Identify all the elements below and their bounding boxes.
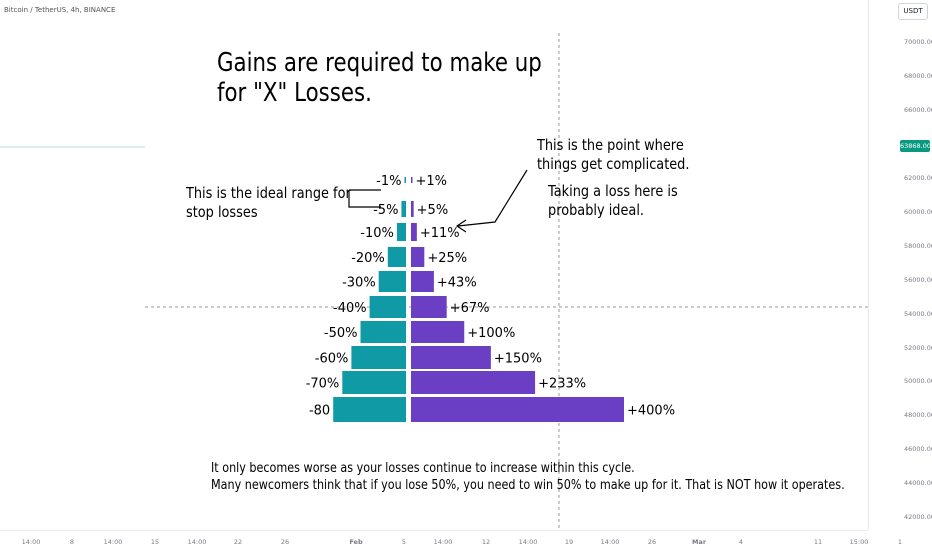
heading-line-2: for "X" Losses. (217, 78, 372, 108)
loss-bar (351, 346, 406, 369)
loss-bar (401, 201, 406, 217)
pointer-arrowhead (455, 219, 467, 233)
complicated-note: This is the point where things get compl… (537, 136, 689, 174)
loss-label: -5% (373, 203, 398, 218)
ideal-range-line-2: stop losses (186, 203, 258, 221)
currency-button[interactable]: USDT (898, 3, 928, 20)
time-tick: 4 (738, 538, 744, 546)
time-tick: 26 (280, 538, 290, 546)
price-tick: 48000.00 (904, 411, 932, 419)
time-tick: 15 (150, 538, 160, 546)
gain-bar (411, 397, 624, 422)
gain-label: +150% (494, 352, 542, 367)
price-tick: 50000.00 (904, 377, 932, 385)
taking-loss-line-1: Taking a loss here is (548, 182, 678, 200)
time-tick: 26 (647, 538, 657, 546)
time-tick: Mar (691, 538, 707, 546)
price-tick: 56000.00 (904, 276, 932, 284)
loss-bar (333, 397, 406, 422)
gain-bar (411, 201, 414, 217)
time-tick: 5 (401, 538, 407, 546)
loss-label: -1% (376, 174, 401, 189)
gain-label: +43% (437, 276, 477, 291)
time-tick: 8 (69, 538, 75, 546)
loss-label: -40% (333, 301, 367, 316)
time-tick: 14:00 (433, 538, 453, 546)
gain-label: +67% (450, 301, 490, 316)
time-tick: 19 (564, 538, 574, 546)
gain-bar (411, 271, 434, 292)
ideal-range-line-1: This is the ideal range for (186, 184, 351, 202)
time-tick: 14:00 (21, 538, 41, 546)
loss-bar (396, 223, 406, 241)
loss-label: -50% (324, 326, 358, 341)
loss-label: -80 (309, 404, 330, 419)
price-tick: 42000.00 (904, 513, 932, 521)
footer-line-1: It only becomes worse as your losses con… (211, 461, 635, 476)
gain-label: +11% (420, 226, 460, 241)
price-tick: 58000.00 (904, 242, 932, 250)
time-tick: 22 (233, 538, 243, 546)
price-tick: 70000.00 (904, 38, 932, 46)
current-price-tag: 63868.00 (900, 140, 932, 152)
time-tick: 12 (481, 538, 491, 546)
time-tick: 14:00 (600, 538, 620, 546)
loss-bar (387, 247, 406, 267)
ideal-range-bracket (348, 189, 381, 208)
time-tick: 15:00 (849, 538, 869, 546)
price-tick: 68000.00 (904, 72, 932, 80)
gain-bar (411, 346, 491, 369)
complicated-line-1: This is the point where (537, 136, 684, 154)
price-tick: 52000.00 (904, 344, 932, 352)
price-axis[interactable] (868, 0, 932, 530)
gain-bar (411, 321, 465, 343)
ideal-range-note: This is the ideal range for stop losses (186, 184, 351, 222)
taking-loss-note: Taking a loss here is probably ideal. (548, 182, 678, 220)
loss-bar (369, 296, 406, 318)
price-tick: 46000.00 (904, 445, 932, 453)
gain-label: +100% (467, 326, 515, 341)
loss-label: -70% (306, 377, 340, 392)
gain-label: +400% (627, 404, 675, 419)
gain-label: +5% (417, 203, 449, 218)
loss-bar (360, 321, 406, 343)
time-tick: 14:00 (518, 538, 538, 546)
time-axis[interactable] (0, 530, 868, 551)
symbol-title: Bitcoin / TetherUS, 4h, BINANCE (4, 6, 116, 14)
loss-bar (404, 177, 406, 183)
gain-label: +233% (538, 377, 586, 392)
loss-label: -30% (342, 276, 376, 291)
gain-label: +25% (427, 251, 467, 266)
time-tick: 14:00 (103, 538, 123, 546)
gain-bar (411, 223, 417, 241)
pointer-arrow (457, 169, 528, 227)
gain-label: +1% (416, 174, 448, 189)
footer-note: It only becomes worse as your losses con… (211, 460, 845, 494)
chart-heading: Gains are required to make up for "X" Lo… (217, 48, 542, 108)
price-tick: 66000.00 (904, 106, 932, 114)
gain-bar (411, 371, 536, 394)
loss-bar (378, 271, 406, 292)
price-tick: 44000.00 (904, 479, 932, 487)
time-tick: Feb (349, 538, 363, 546)
price-tick: 60000.00 (904, 208, 932, 216)
time-tick: 11 (813, 538, 823, 546)
time-tick: 14:00 (187, 538, 207, 546)
gain-bar (411, 296, 447, 318)
price-tick: 62000.00 (904, 174, 932, 182)
price-tick: 54000.00 (904, 310, 932, 318)
loss-bar (342, 371, 406, 394)
taking-loss-line-2: probably ideal. (548, 201, 645, 219)
loss-label: -20% (351, 251, 385, 266)
gain-bar (411, 177, 413, 183)
gain-bar (411, 247, 425, 267)
time-tick: 1 (897, 538, 903, 546)
loss-label: -10% (360, 226, 394, 241)
loss-label: -60% (315, 352, 349, 367)
heading-line-1: Gains are required to make up (217, 48, 542, 78)
complicated-line-2: things get complicated. (537, 155, 690, 173)
gain-loss-chart: -1% +1% -5% +5% -10% +11% -20% +25% -30% +43% -40%… (0, 33, 868, 530)
footer-line-2: Many newcomers think that if you lose 50… (211, 478, 845, 493)
